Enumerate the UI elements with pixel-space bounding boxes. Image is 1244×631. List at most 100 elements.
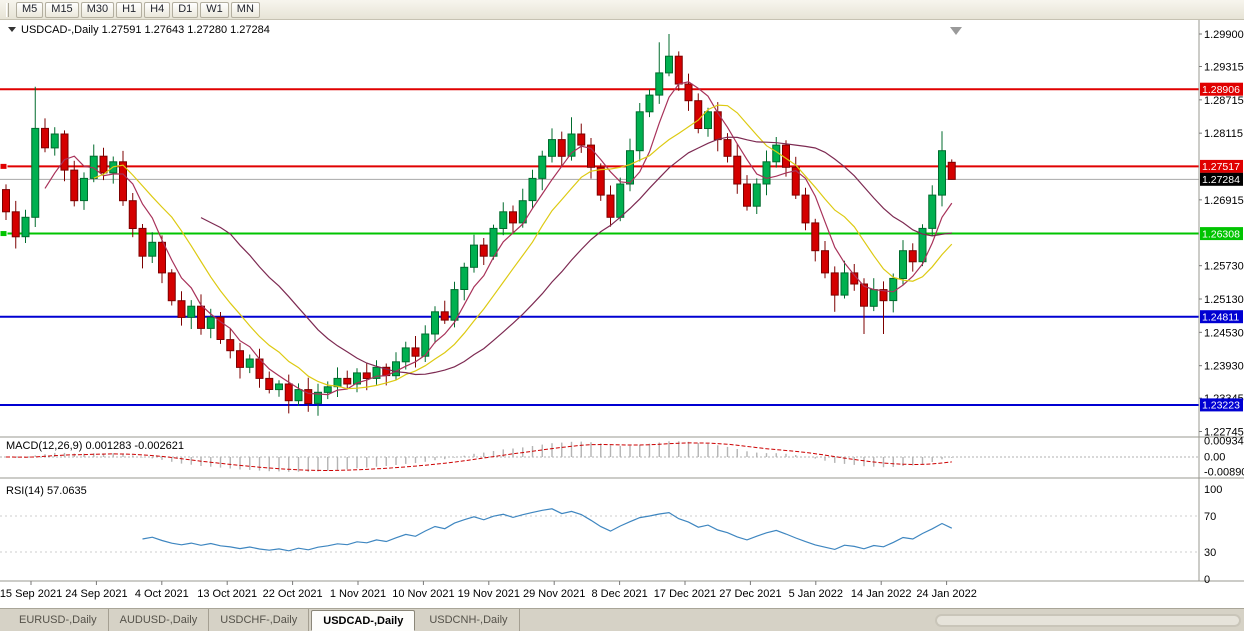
- time-axis-label: 1 Nov 2021: [330, 588, 386, 600]
- chart-tabs: EURUSD-,Daily AUDUSD-,Daily USDCHF-,Daily U…: [8, 609, 520, 631]
- price-axis-label: 1.23930: [1204, 361, 1244, 373]
- price-axis-label: 1.29315: [1204, 62, 1244, 74]
- timeframe-button-m15[interactable]: M15: [45, 1, 79, 18]
- timeframe-button-h1[interactable]: H1: [116, 1, 143, 18]
- time-axis-label: 5 Jan 2022: [789, 588, 843, 600]
- tab-usdcad[interactable]: USDCAD-,Daily: [311, 610, 416, 631]
- candle: [908, 243, 917, 272]
- price-badge-1.23223: 1.23223: [1200, 398, 1243, 412]
- candle: [138, 224, 147, 269]
- timeframe-button-w1[interactable]: W1: [200, 1, 229, 18]
- candle: [635, 103, 644, 162]
- timeframe-button-mn[interactable]: MN: [230, 1, 260, 18]
- candle: [265, 371, 274, 394]
- chart-shift-marker[interactable]: [950, 27, 962, 35]
- candle: [80, 172, 88, 210]
- time-axis-label: 15 Sep 2021: [0, 588, 62, 600]
- candle: [323, 381, 332, 400]
- candle: [362, 362, 371, 391]
- macd-axis-label: 0.00: [1204, 452, 1225, 464]
- candle: [304, 377, 313, 412]
- symbol-dropdown-icon[interactable]: [8, 27, 16, 32]
- candle: [60, 130, 69, 182]
- candle: [840, 260, 849, 299]
- chart-canvas[interactable]: 1.29900 1.29315 1.28715 1.28115 1.26915 1.257…: [0, 20, 1244, 608]
- candle: [197, 294, 205, 335]
- candle: [752, 178, 761, 214]
- level-edge-marker-1.26308[interactable]: [0, 230, 8, 238]
- time-axis-label: 8 Dec 2021: [591, 588, 647, 600]
- ma-line-5: [44, 81, 953, 396]
- macd-axis-label: 0.009345: [1204, 436, 1244, 448]
- candle: [762, 150, 771, 196]
- candle: [528, 169, 537, 209]
- candle: [401, 341, 410, 370]
- rsi-line: [142, 508, 953, 552]
- candle: [704, 107, 712, 137]
- time-axis-label: 10 Nov 2021: [392, 588, 454, 600]
- candle: [830, 266, 839, 312]
- tabs-scrollbar-thumb[interactable]: [937, 616, 1239, 625]
- candle: [11, 200, 20, 249]
- time-axis-label: 19 Nov 2021: [458, 588, 520, 600]
- chart-header-ohlc: USDCAD-,Daily 1.27591 1.27643 1.27280 1.…: [21, 24, 270, 36]
- candle: [557, 131, 566, 166]
- candle: [294, 383, 303, 406]
- price-axis-label: 1.28715: [1204, 95, 1244, 107]
- candle: [499, 202, 508, 236]
- chart-background[interactable]: [0, 20, 1244, 608]
- tab-eurusd[interactable]: EURUSD-,Daily: [8, 609, 109, 631]
- candle: [31, 86, 40, 227]
- candle: [899, 240, 907, 285]
- candle: [811, 218, 820, 262]
- rsi-label: RSI(14) 57.0635: [6, 485, 87, 497]
- chart-tab-bar: EURUSD-,Daily AUDUSD-,Daily USDCHF-,Daily U…: [0, 608, 1244, 631]
- candle: [216, 312, 225, 344]
- tab-usdchf[interactable]: USDCHF-,Daily: [209, 609, 310, 631]
- time-axis-label: 4 Oct 2021: [135, 588, 189, 600]
- candle: [723, 133, 732, 163]
- candle: [665, 34, 673, 77]
- svg-text:1.28906: 1.28906: [1202, 84, 1240, 96]
- timeframe-button-m30[interactable]: M30: [80, 1, 115, 18]
- candle: [167, 269, 176, 306]
- candle: [918, 224, 927, 267]
- rsi-axis-label: 0: [1204, 574, 1210, 586]
- candle: [470, 234, 478, 273]
- price-chart[interactable]: 1.29900 1.29315 1.28715 1.28115 1.26915 1.257…: [0, 20, 1244, 608]
- price-axis-label: 1.25730: [1204, 261, 1244, 273]
- price-badge-1.27517: 1.27517: [1200, 159, 1243, 173]
- toolbar-drag-handle[interactable]: [6, 2, 9, 17]
- candle: [479, 238, 488, 265]
- candle: [684, 73, 693, 111]
- ma-line-21: [200, 136, 952, 376]
- level-edge-marker-1.27517[interactable]: [0, 162, 8, 170]
- candle: [158, 235, 166, 284]
- candle: [509, 205, 517, 234]
- timeframe-toolbar: M5 M15 M30 H1 H4 D1 W1 MN: [0, 0, 1244, 20]
- candle: [947, 159, 956, 180]
- timeframe-button-d1[interactable]: D1: [172, 1, 199, 18]
- candle: [314, 383, 322, 416]
- price-axis-label: 1.26915: [1204, 195, 1244, 207]
- candle: [421, 325, 430, 362]
- rsi-axis-label: 70: [1204, 511, 1216, 523]
- candle: [177, 291, 186, 326]
- candle: [187, 300, 196, 329]
- tab-usdcnh[interactable]: USDCNH-,Daily: [418, 609, 520, 631]
- macd-signal-line: [5, 442, 952, 472]
- price-badge-1.28906: 1.28906: [1200, 82, 1243, 96]
- time-axis-label: 24 Sep 2021: [65, 588, 127, 600]
- candle: [450, 281, 459, 328]
- candles-layer: [2, 34, 956, 416]
- candle: [440, 300, 449, 324]
- timeframe-button-h4[interactable]: H4: [144, 1, 171, 18]
- price-axis-label: 1.22745: [1204, 427, 1244, 439]
- tab-audusd[interactable]: AUDUSD-,Daily: [109, 609, 210, 631]
- price-axis-label: 1.28115: [1204, 128, 1243, 140]
- timeframe-button-m5[interactable]: M5: [16, 1, 44, 18]
- ma-line-10: [93, 104, 953, 390]
- rsi-axis-label: 30: [1204, 547, 1216, 559]
- tabs-scrollbar[interactable]: [935, 614, 1241, 627]
- macd-label: MACD(12,26,9) 0.001283 -0.002621: [6, 440, 184, 452]
